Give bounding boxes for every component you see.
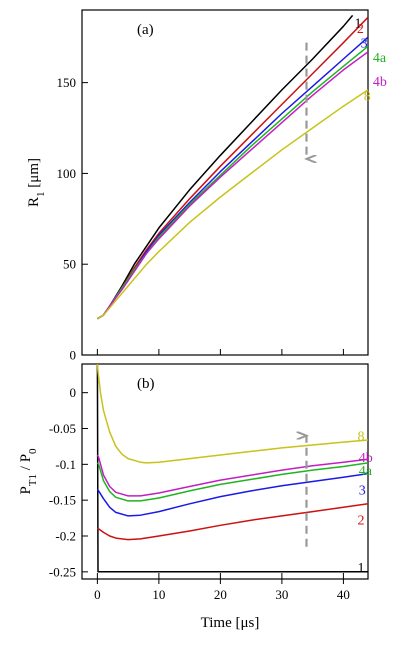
panel-a-series-2-label: 2 xyxy=(357,22,364,37)
panel-b-y-tick-label: -0.15 xyxy=(49,493,76,508)
panel-b-series-4a-label: 4a xyxy=(359,464,373,479)
panel-b-series-8-line xyxy=(96,364,368,464)
panel-b-series-4b-label: 4b xyxy=(359,451,373,466)
panel-b-y-tick-label: 0 xyxy=(70,385,77,400)
panel-b-frame xyxy=(81,363,369,580)
panel-b-series-3-line xyxy=(96,472,368,517)
panel-a-y-tick-label: 100 xyxy=(57,166,77,181)
x-tick-label: 40 xyxy=(337,587,350,602)
x-tick-label: 0 xyxy=(94,587,101,602)
panel-b-series-1-label: 1 xyxy=(358,561,365,576)
panel-b-y-axis-label: PT1 / P0 xyxy=(18,448,39,495)
panel-a-y-axis-label: R1 [μm] xyxy=(26,158,47,207)
panel-b-series-8-label: 8 xyxy=(358,430,365,445)
panel-a-series-8-label: 8 xyxy=(364,89,371,104)
panel-a-y-tick-label: 150 xyxy=(57,75,77,90)
panel-a-series-4a-label: 4a xyxy=(373,51,387,66)
panel-a-series-4a-line xyxy=(97,45,368,320)
panel-a-frame xyxy=(81,9,369,356)
panel-a-y-tick-label: 0 xyxy=(70,348,77,363)
x-axis-label: Time [μs] xyxy=(201,615,260,631)
panel-b-y-tick-label: -0.05 xyxy=(49,421,76,436)
panel-b-y-tick-label: -0.2 xyxy=(55,529,76,544)
panel-b-series-2-line xyxy=(97,503,368,541)
panel-a-series-4b-label: 4b xyxy=(373,75,387,90)
panel-a-label: (a) xyxy=(137,22,154,38)
panel-a-series-3-label: 3 xyxy=(361,37,368,52)
panel-a-series-1-label: 1 xyxy=(354,17,361,32)
x-tick-label: 10 xyxy=(152,587,165,602)
panel-b-series-4a-line xyxy=(96,462,368,502)
panel-b-series-4b-line xyxy=(96,454,368,497)
panel-b-y-tick-label: -0.1 xyxy=(55,457,76,472)
panel-a-series-4b-line xyxy=(97,51,368,320)
panel-b-label: (b) xyxy=(137,376,155,392)
x-axis: 0 10 20 30 40 Time [μs] xyxy=(94,579,350,631)
panel-b-series-3-label: 3 xyxy=(359,483,366,498)
panel-a-chart: 0 50 100 150 123 4a 4b8 (a) R1 [μm] xyxy=(26,9,387,363)
panel-b-series-2-label: 2 xyxy=(358,514,365,529)
panel-a-series-8-line xyxy=(97,89,368,320)
x-tick-label: 20 xyxy=(214,587,227,602)
panel-b-series-1-line xyxy=(96,364,368,573)
x-tick-label: 30 xyxy=(275,587,288,602)
panel-b-y-tick-label: -0.25 xyxy=(49,564,76,579)
panel-a-y-tick-label: 50 xyxy=(63,257,76,272)
